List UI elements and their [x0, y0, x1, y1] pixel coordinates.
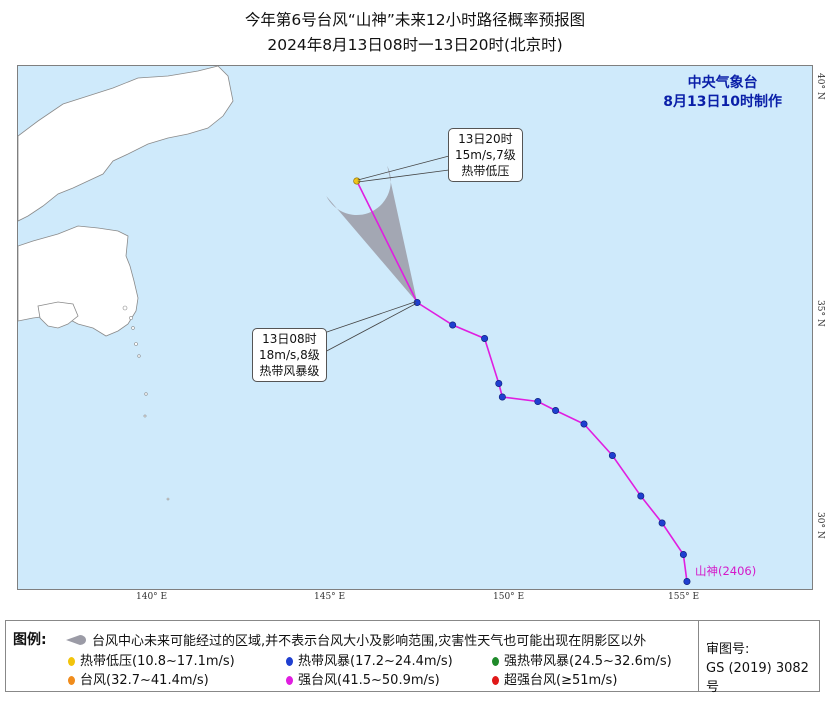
legend-superty-label: 超强台风(≥51m/s) [504, 673, 618, 688]
callout-leader [357, 169, 450, 183]
current-callout: 13日08时 18m/s,8级 热带风暴级 [252, 328, 327, 382]
track-point [552, 406, 560, 414]
forecast-callout: 13日20时 15m/s,7级 热带低压 [448, 128, 523, 182]
track-point [580, 420, 588, 428]
track-point [449, 321, 457, 329]
track-point [481, 334, 489, 342]
storm-number: (2406) [718, 564, 757, 578]
island [131, 326, 135, 330]
legend-ts: 热带风暴(17.2~24.4m/s) [286, 650, 453, 669]
honshu-land [18, 225, 139, 337]
legend-cone-entry: 台风中心未来可能经过的区域,并不表示台风大小及影响范围,灾害性天气也可能出现在阴… [64, 630, 646, 649]
probability-cone [326, 165, 418, 303]
approval-label: 审图号: [706, 642, 750, 657]
current-category: 热带风暴级 [259, 364, 320, 378]
agency-block: 中央气象台 8月13日10时制作 [663, 74, 782, 112]
track-point [679, 550, 687, 558]
map-title: 今年第6号台风“山神”未来12小时路径概率预报图 [244, 11, 586, 29]
hokkaido-land [18, 66, 234, 222]
legend-box: 图例: 台风中心未来可能经过的区域,并不表示台风大小及影响范围,灾害性天气也可能… [5, 620, 820, 695]
legend-ts-label: 热带风暴(17.2~24.4m/s) [298, 654, 453, 669]
island [129, 316, 133, 320]
legend-td-label: 热带低压(10.8~17.1m/s) [80, 654, 235, 669]
current-time: 13日08时 [262, 332, 317, 346]
callout-leaders [320, 155, 450, 355]
storm-label: 山神(2406) [695, 563, 756, 579]
sty-dot-icon [286, 676, 293, 685]
lat-tick-30: 30° N [815, 512, 825, 539]
legend-cone-text: 台风中心未来可能经过的区域,并不表示台风大小及影响范围,灾害性天气也可能出现在阴… [92, 634, 647, 649]
ts-dot-icon [286, 657, 293, 666]
cone-swatch-icon [66, 635, 86, 645]
forecast-category: 热带低压 [461, 164, 510, 178]
forecast-wind: 15m/s,7级 [455, 148, 516, 162]
storm-name: 山神 [695, 564, 718, 578]
legend-ty-label: 台风(32.7~41.4m/s) [80, 673, 209, 688]
lon-tick-145: 145° E [314, 592, 346, 602]
island [134, 342, 138, 346]
peninsula-land [37, 301, 79, 329]
superty-dot-icon [492, 676, 499, 685]
sts-dot-icon [492, 657, 499, 666]
agency-name: 中央气象台 [687, 75, 758, 91]
map-canvas [18, 66, 691, 585]
issue-time: 8月13日10时制作 [663, 94, 782, 110]
land [18, 66, 234, 337]
lon-tick-140: 140° E [136, 592, 168, 602]
legend-sts-label: 强热带风暴(24.5~32.6m/s) [504, 654, 672, 669]
lat-tick-40: 40° N [815, 73, 825, 100]
lon-tick-150: 150° E [493, 592, 525, 602]
current-wind: 18m/s,8级 [259, 348, 320, 362]
lat-tick-35: 35° N [815, 300, 825, 327]
forecast-time: 13日20时 [458, 132, 513, 146]
track-point [608, 451, 616, 459]
map-area: 中央气象台 8月13日10时制作 13日20时 15m/s,7级 热带低压 13… [17, 65, 813, 590]
small-islands [122, 305, 170, 501]
probability-cone-layer [326, 165, 418, 303]
island [122, 305, 128, 311]
callout-leader [357, 155, 450, 181]
legend-td: 热带低压(10.8~17.1m/s) [68, 650, 235, 669]
island [166, 497, 170, 501]
track-point [637, 492, 645, 500]
callout-leader [320, 303, 417, 355]
track-point [413, 299, 421, 307]
legend-title: 图例: [13, 632, 47, 648]
callout-leader [320, 301, 417, 335]
legend-sts: 强热带风暴(24.5~32.6m/s) [492, 650, 672, 669]
ty-dot-icon [68, 676, 75, 685]
td-dot-icon [68, 657, 75, 666]
forecast-point [353, 177, 361, 185]
past-track-line [416, 301, 688, 582]
track-point [534, 397, 542, 405]
legend-ty: 台风(32.7~41.4m/s) [68, 669, 209, 688]
legend-sty: 强台风(41.5~50.9m/s) [286, 669, 440, 688]
typhoon-track-layer [353, 177, 691, 585]
approval-number: GS (2019) 3082号 [706, 661, 809, 695]
track-point [498, 393, 506, 401]
track-point [683, 577, 691, 585]
legend-divider [698, 621, 699, 691]
lon-tick-155: 155° E [668, 592, 700, 602]
legend-superty: 超强台风(≥51m/s) [492, 669, 617, 688]
forecast-track-line [356, 180, 418, 303]
island [137, 354, 141, 358]
island [143, 414, 147, 418]
track-point [658, 519, 666, 527]
map-subtitle: 2024年8月13日08时一13日20时(北京时) [267, 36, 563, 54]
track-point [495, 379, 503, 387]
legend-sty-label: 强台风(41.5~50.9m/s) [298, 673, 440, 688]
island [144, 392, 148, 396]
